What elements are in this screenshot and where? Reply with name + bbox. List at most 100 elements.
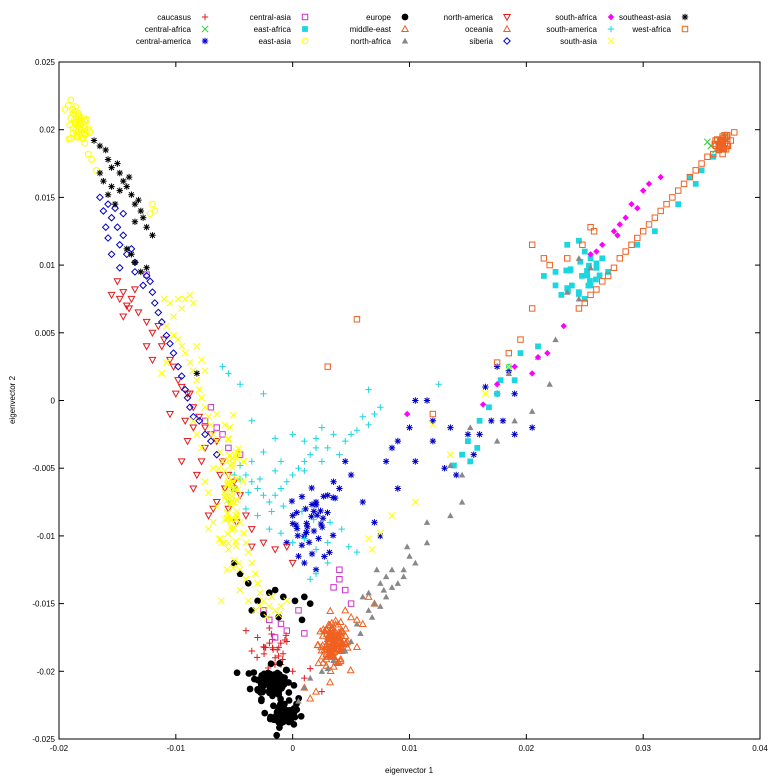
data-point-south-asia	[481, 390, 489, 398]
data-point-southeast-asia	[131, 218, 139, 225]
data-point-europe	[248, 607, 256, 614]
data-point-east-africa	[587, 255, 594, 262]
data-point-south-america	[371, 410, 378, 418]
data-point-siberia	[177, 372, 186, 381]
data-point-southeast-asia	[135, 196, 142, 204]
data-point-west-africa	[353, 316, 361, 323]
data-point-south-asia	[233, 507, 241, 516]
data-point-north-america	[197, 458, 206, 466]
data-point-south-asia	[236, 518, 244, 526]
data-point-south-america	[312, 546, 320, 553]
data-point-north-africa	[423, 519, 431, 525]
data-point-europe	[271, 586, 279, 594]
data-point-south-america	[245, 489, 252, 496]
data-point-south-america	[289, 431, 296, 438]
legend-marker-middle-east	[400, 24, 410, 33]
data-point-east-asia	[69, 110, 77, 117]
data-point-central-america	[317, 507, 324, 515]
data-point-north-america	[113, 278, 122, 286]
data-point-north-america	[165, 410, 175, 419]
data-point-south-asia	[229, 454, 237, 462]
legend: caucasus central-africa central-america cen…	[136, 13, 689, 46]
data-point-west-africa	[692, 167, 699, 174]
data-point-europe	[290, 681, 298, 689]
legend-marker-central-asia	[301, 13, 309, 21]
data-point-north-america	[107, 291, 116, 300]
data-point-caucasus	[266, 624, 273, 632]
data-point-europe	[282, 666, 290, 674]
data-point-east-africa	[581, 248, 588, 255]
data-point-south-america	[283, 478, 291, 485]
data-point-south-america	[326, 519, 334, 526]
data-point-south-america	[342, 437, 349, 445]
data-point-south-asia	[227, 515, 235, 523]
data-point-europe	[265, 680, 273, 687]
data-point-west-africa	[581, 299, 588, 307]
data-point-south-america	[347, 431, 355, 438]
data-point-east-africa	[596, 272, 603, 279]
data-point-europe	[254, 676, 262, 684]
data-point-north-america	[241, 512, 250, 520]
data-point-north-africa	[575, 255, 583, 261]
data-point-caucasus	[266, 639, 273, 647]
data-point-east-asia	[93, 166, 100, 174]
data-point-central-america	[371, 519, 378, 526]
data-point-europe	[273, 731, 281, 739]
data-point-north-america	[200, 424, 210, 432]
data-point-south-asia	[446, 451, 454, 459]
legend-marker-north-africa	[401, 37, 409, 44]
data-point-middle-east	[329, 662, 338, 670]
data-point-central-america	[382, 458, 390, 465]
data-point-east-africa	[535, 343, 541, 350]
data-point-europe	[261, 709, 269, 717]
data-point-southeast-asia	[114, 160, 121, 167]
data-point-central-america	[329, 532, 337, 539]
data-point-europe	[233, 669, 241, 677]
series-west-africa	[324, 129, 738, 418]
data-point-north-america	[282, 543, 291, 551]
data-point-europe	[306, 600, 314, 607]
data-point-south-asia	[233, 448, 241, 456]
legend-label: north-america	[444, 13, 494, 22]
data-point-south-asia	[174, 295, 182, 303]
data-point-central-america	[470, 451, 477, 458]
data-point-south-asia	[213, 502, 221, 510]
data-point-caucasus	[277, 639, 284, 647]
data-point-central-america	[295, 553, 302, 560]
data-point-siberia	[104, 200, 112, 209]
plot-area	[61, 96, 738, 739]
data-point-middle-east	[338, 626, 347, 635]
data-point-south-america	[312, 444, 320, 452]
data-point-southeast-asia	[108, 164, 115, 171]
data-point-southeast-asia	[131, 259, 139, 266]
data-point-west-africa	[429, 410, 437, 418]
data-point-middle-east	[334, 643, 343, 651]
data-point-south-asia	[239, 477, 247, 485]
data-point-north-america	[224, 505, 233, 514]
data-point-south-america	[236, 381, 244, 388]
y-tick-label: -0.015	[32, 600, 55, 609]
data-point-south-america	[359, 413, 366, 420]
data-point-siberia	[139, 281, 148, 290]
data-point-south-america	[271, 492, 279, 499]
data-point-south-asia	[411, 498, 419, 506]
data-point-europe	[297, 712, 305, 720]
data-point-south-asia	[189, 417, 197, 425]
data-point-east-asia	[71, 107, 79, 115]
data-point-central-america	[394, 437, 402, 445]
data-point-siberia	[101, 223, 110, 232]
data-point-north-africa	[511, 417, 518, 424]
data-point-south-asia	[219, 457, 227, 465]
data-point-south-asia	[244, 548, 252, 556]
data-point-east-asia	[67, 134, 75, 142]
data-point-north-america	[204, 512, 213, 520]
data-point-east-africa	[593, 264, 600, 271]
data-point-siberia	[104, 234, 112, 242]
data-point-southeast-asia	[125, 173, 133, 181]
data-point-middle-east	[326, 606, 335, 615]
data-point-siberia	[201, 430, 209, 439]
data-point-central-america	[324, 492, 331, 499]
data-point-west-africa	[546, 261, 553, 269]
data-point-siberia	[185, 403, 194, 412]
data-point-middle-east	[343, 643, 352, 651]
